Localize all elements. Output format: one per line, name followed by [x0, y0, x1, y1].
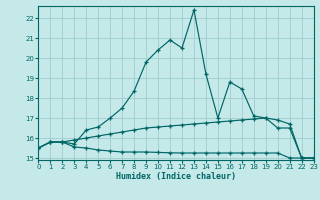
X-axis label: Humidex (Indice chaleur): Humidex (Indice chaleur)	[116, 172, 236, 181]
